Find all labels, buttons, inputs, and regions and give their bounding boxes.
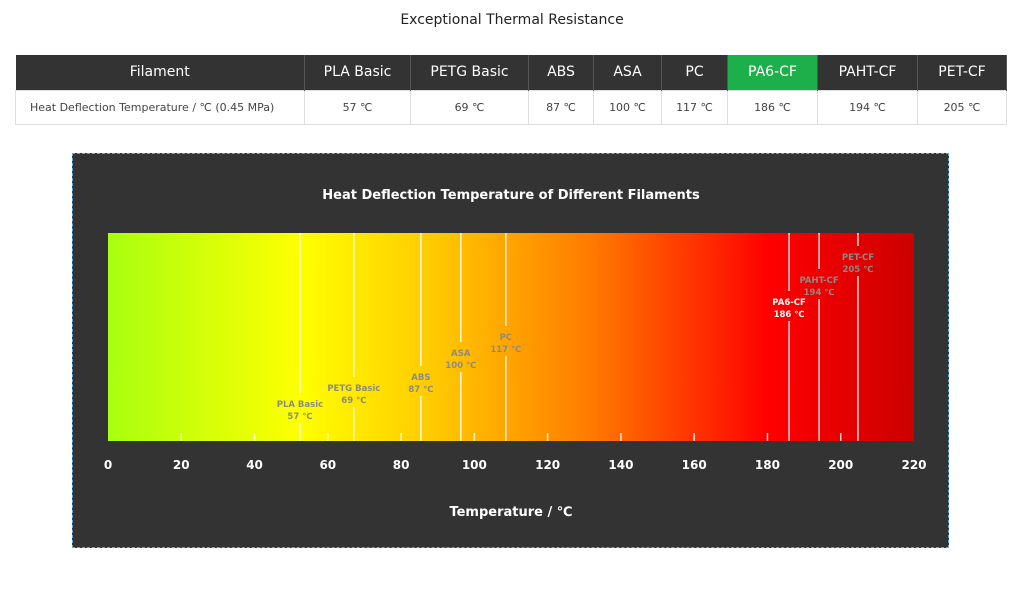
x-axis-label: Temperature / ℃ [449,505,572,520]
x-tick-label: 200 [828,458,853,472]
cell-value: 117 ℃ [661,89,728,125]
comparison-table: Filament PLA Basic PETG Basic ABS ASA PC… [15,55,1007,125]
x-tick-label: 40 [246,458,263,472]
row-label: Heat Deflection Temperature / ℃ (0.45 MP… [15,89,305,125]
cell-value: 87 ℃ [528,89,594,125]
header-asa: ASA [593,55,662,90]
plot-area [108,233,914,441]
header-pc: PC [661,55,728,90]
header-abs: ABS [528,55,594,90]
marker-value: 194 ℃ [804,288,835,298]
marker-name: ABS [411,373,430,383]
marker-value: 205 ℃ [842,265,873,275]
cell-value: 186 ℃ [727,89,818,125]
marker-name: PC [500,333,512,343]
header-pla-basic: PLA Basic [304,55,411,90]
table-row: Heat Deflection Temperature / ℃ (0.45 MP… [15,89,1007,125]
chart-panel: Heat Deflection Temperature of Different… [72,153,949,548]
cell-value: 57 ℃ [304,89,411,125]
table-header-row: Filament PLA Basic PETG Basic ABS ASA PC… [15,55,1007,90]
marker-value: 117 ℃ [490,345,521,355]
x-tick-label: 20 [173,458,190,472]
x-tick-label: 160 [682,458,707,472]
x-tick-label: 60 [319,458,336,472]
marker-value: 57 ℃ [287,412,312,422]
marker-value: 186 ℃ [774,310,805,320]
header-pa6-cf: PA6-CF [727,55,818,90]
marker-value: 87 ℃ [408,385,433,395]
marker-name: PLA Basic [277,400,323,410]
chart-title: Heat Deflection Temperature of Different… [322,188,700,203]
x-tick-label: 0 [104,458,112,472]
cell-value: 100 ℃ [593,89,662,125]
cell-value: 205 ℃ [917,89,1007,125]
marker-value: 69 ℃ [341,396,366,406]
header-paht-cf: PAHT-CF [817,55,918,90]
x-tick-label: 140 [608,458,633,472]
hdt-chart: Heat Deflection Temperature of Different… [104,188,927,520]
marker-name: PETG Basic [327,384,380,394]
marker-name: ASA [451,349,471,359]
cell-value: 194 ℃ [817,89,918,125]
page-title: Exceptional Thermal Resistance [400,12,624,28]
x-tick-label: 180 [755,458,780,472]
marker-name: PA6-CF [772,298,806,308]
header-pet-cf: PET-CF [917,55,1007,90]
marker-value: 100 ℃ [445,361,476,371]
x-tick-label: 100 [462,458,487,472]
header-petg-basic: PETG Basic [410,55,529,90]
cell-value: 69 ℃ [410,89,529,125]
marker-name: PET-CF [842,253,874,263]
x-tick-label: 80 [393,458,410,472]
marker-name: PAHT-CF [799,276,838,286]
x-tick-label: 220 [901,458,926,472]
header-filament: Filament [15,55,305,90]
x-tick-label: 120 [535,458,560,472]
